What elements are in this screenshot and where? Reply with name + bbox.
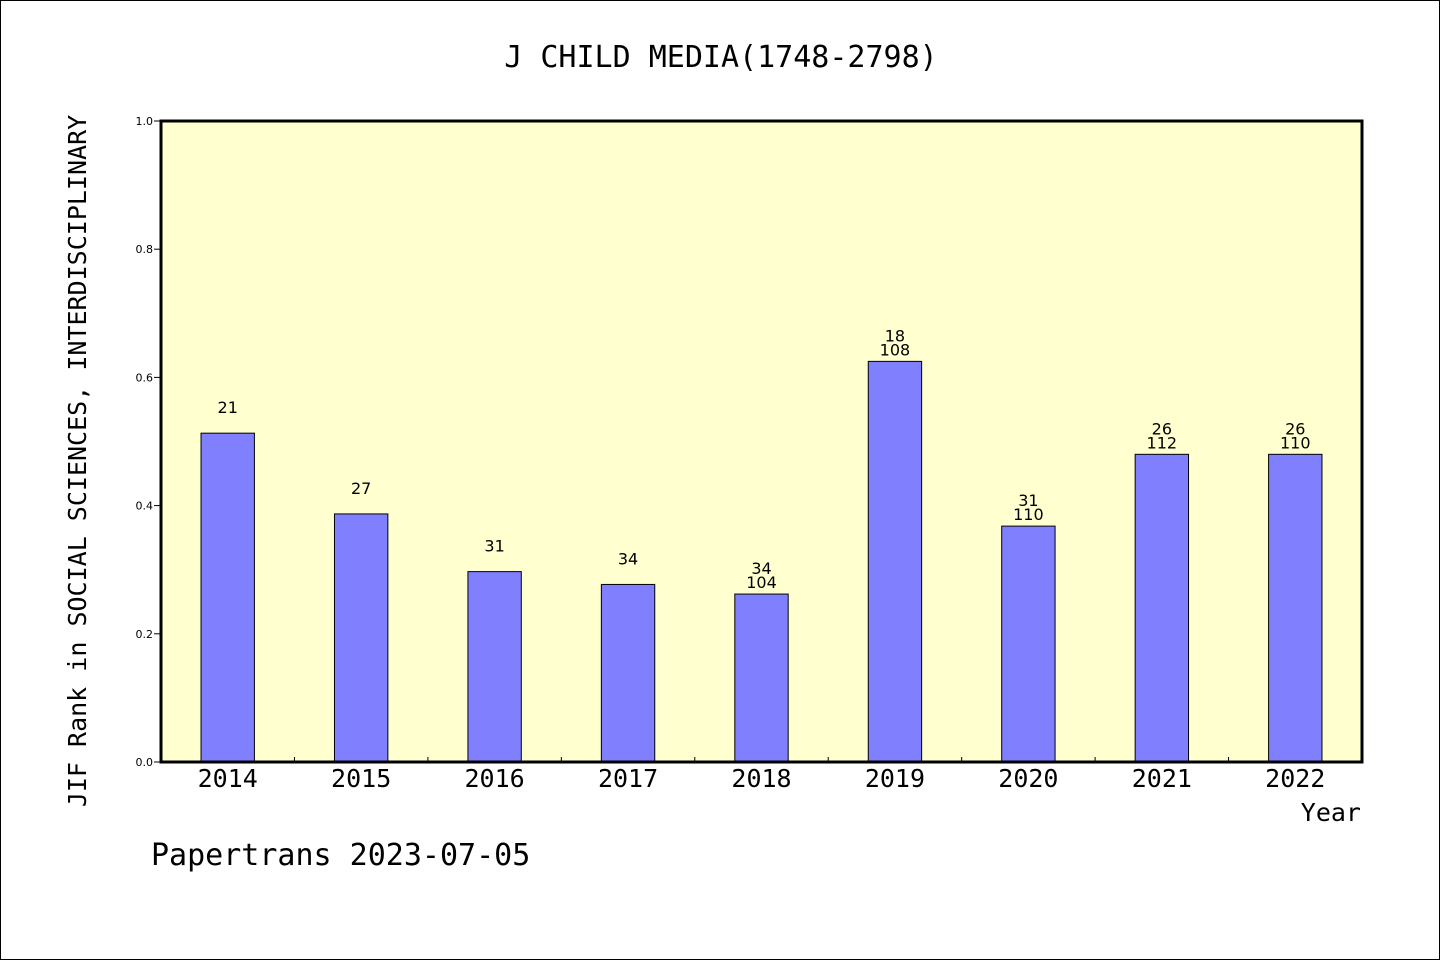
bar-total-label: 108 xyxy=(880,340,911,359)
y-tick-label: 0.0 xyxy=(136,756,154,769)
bar-value-label: 34 xyxy=(618,549,638,568)
x-axis-label: Year xyxy=(1301,798,1361,827)
bar xyxy=(1001,525,1056,763)
bar xyxy=(734,593,789,763)
x-axis-tick-labels: 2014 2015 2016 2017 2018 2019 2020 2021 2022 xyxy=(198,764,1326,793)
y-tick-label: 1.0 xyxy=(136,115,154,128)
bar xyxy=(867,360,923,763)
y-axis-ticks: 0.0 0.2 0.4 0.6 0.8 1.0 xyxy=(136,115,161,769)
y-tick-label: 0.4 xyxy=(136,500,154,513)
x-tick-label: 2017 xyxy=(598,764,658,793)
x-tick-label: 2021 xyxy=(1132,764,1192,793)
bar-rank-label: 26 xyxy=(1152,419,1172,438)
bar xyxy=(1268,453,1323,763)
bar-total-label: 110 xyxy=(1280,433,1311,452)
bar xyxy=(200,432,255,763)
x-tick-label: 2014 xyxy=(198,764,258,793)
bars-group xyxy=(200,360,1323,763)
bar xyxy=(467,571,522,763)
bar-value-label: 27 xyxy=(351,479,371,498)
bar-total-label: 110 xyxy=(1013,505,1044,524)
y-tick-label: 0.8 xyxy=(136,243,154,256)
plot-border xyxy=(159,119,1364,764)
bar xyxy=(333,513,389,763)
bar-total-label: 112 xyxy=(1147,433,1178,452)
chart-title: J CHILD MEDIA(1748-2798) xyxy=(504,40,937,75)
x-tick-label: 2022 xyxy=(1265,764,1325,793)
x-tick-label: 2015 xyxy=(331,764,391,793)
x-tick-label: 2019 xyxy=(865,764,925,793)
bar-value-label: 31 xyxy=(484,537,504,556)
y-tick-label: 0.2 xyxy=(136,628,154,641)
footer-watermark: Papertrans 2023-07-05 xyxy=(151,838,530,873)
bar xyxy=(1134,453,1190,763)
y-axis-label: JIF Rank in SOCIAL SCIENCES, INTERDISCIP… xyxy=(63,115,92,807)
bar-rank-label: 18 xyxy=(885,326,905,345)
bar-rank-label: 34 xyxy=(751,559,771,578)
x-tick-label: 2016 xyxy=(465,764,525,793)
bar-rank-label: 26 xyxy=(1285,419,1305,438)
bar xyxy=(600,583,656,763)
bar-total-label: 104 xyxy=(746,573,777,592)
bar-rank-label: 31 xyxy=(1018,491,1038,510)
bar-value-label: 21 xyxy=(218,398,238,417)
x-tick-label: 2018 xyxy=(731,764,791,793)
y-tick-label: 0.6 xyxy=(136,371,154,384)
x-tick-label: 2020 xyxy=(998,764,1058,793)
